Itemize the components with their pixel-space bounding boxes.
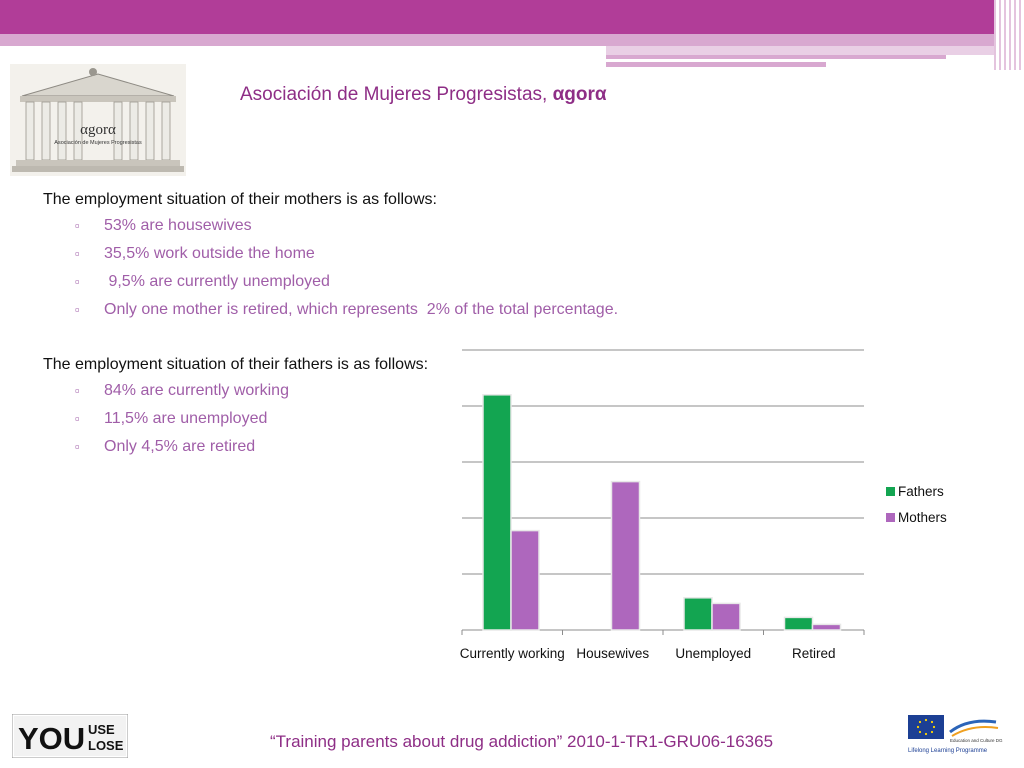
list-item: 11,5% are unemployed [43,409,663,437]
page-title: Asociación de Mujeres Progresistas, αgor… [240,84,607,106]
top-stripe [0,34,1024,46]
bar-fathers [783,616,814,631]
top-stripe-thin [606,55,946,59]
list-item: 84% are currently working [43,381,663,409]
x-tick-label: Currently working [460,646,565,661]
fathers-list: 84% are currently working 11,5% are unem… [43,381,663,465]
x-tick-label: Housewives [576,646,649,661]
eu-lifelong-learning-logo: Education and Culture DG Lifelong Learni… [908,715,1003,754]
eu-dg: Education and Culture DG [950,738,1003,743]
bar-mothers [811,623,842,631]
list-item: 53% are housewives [43,216,663,244]
list-item: 9,5% are currently unemployed [43,272,663,300]
mothers-intro: The employment situation of their mother… [43,191,437,208]
title-prefix: Asociación de Mujeres Progresistas, [240,84,553,105]
bar-fathers [683,597,713,631]
youlose-use: USE [88,722,115,737]
x-tick-label: Unemployed [675,646,751,661]
top-stripe-light [606,46,1024,55]
title-brand: αgorα [552,84,607,105]
logo-name: αgorα [80,122,116,138]
logo-subtitle: Asociación de Mujeres Progresistas [54,140,142,146]
bar-mothers [510,529,540,631]
youlose-lose: LOSE [88,738,124,753]
list-item: 35,5% work outside the home [43,244,663,272]
youlose-you: YOU [18,721,85,756]
legend-label-fathers: Fathers [898,484,944,499]
legend-label-mothers: Mothers [898,510,947,525]
x-tick-label: Retired [792,646,836,661]
content: The employment situation of their mother… [43,190,663,465]
legend-swatch-fathers [886,487,895,496]
mothers-list: 53% are housewives 35,5% work outside th… [43,216,663,328]
list-item: Only one mother is retired, which repres… [43,300,663,328]
legend-swatch-mothers [886,513,895,522]
decorative-vertical-bars [994,0,1024,70]
agora-temple-logo: αgorα Asociación de Mujeres Progresistas [10,64,186,176]
bar-mothers [610,480,641,631]
bar-mothers [711,602,741,631]
eu-programme: Lifelong Learning Programme [908,748,988,754]
top-stripe-short [606,62,826,67]
list-item: Only 4,5% are retired [43,437,663,465]
fathers-intro: The employment situation of their father… [43,356,429,373]
top-banner [0,0,1024,34]
bar-fathers [482,394,512,631]
you-use-lose-logo: YOU USE LOSE [12,714,128,758]
employment-bar-chart: Currently working Housewives Unemployed Ret… [460,349,947,661]
footer-text: “Training parents about drug addiction” … [270,732,774,751]
